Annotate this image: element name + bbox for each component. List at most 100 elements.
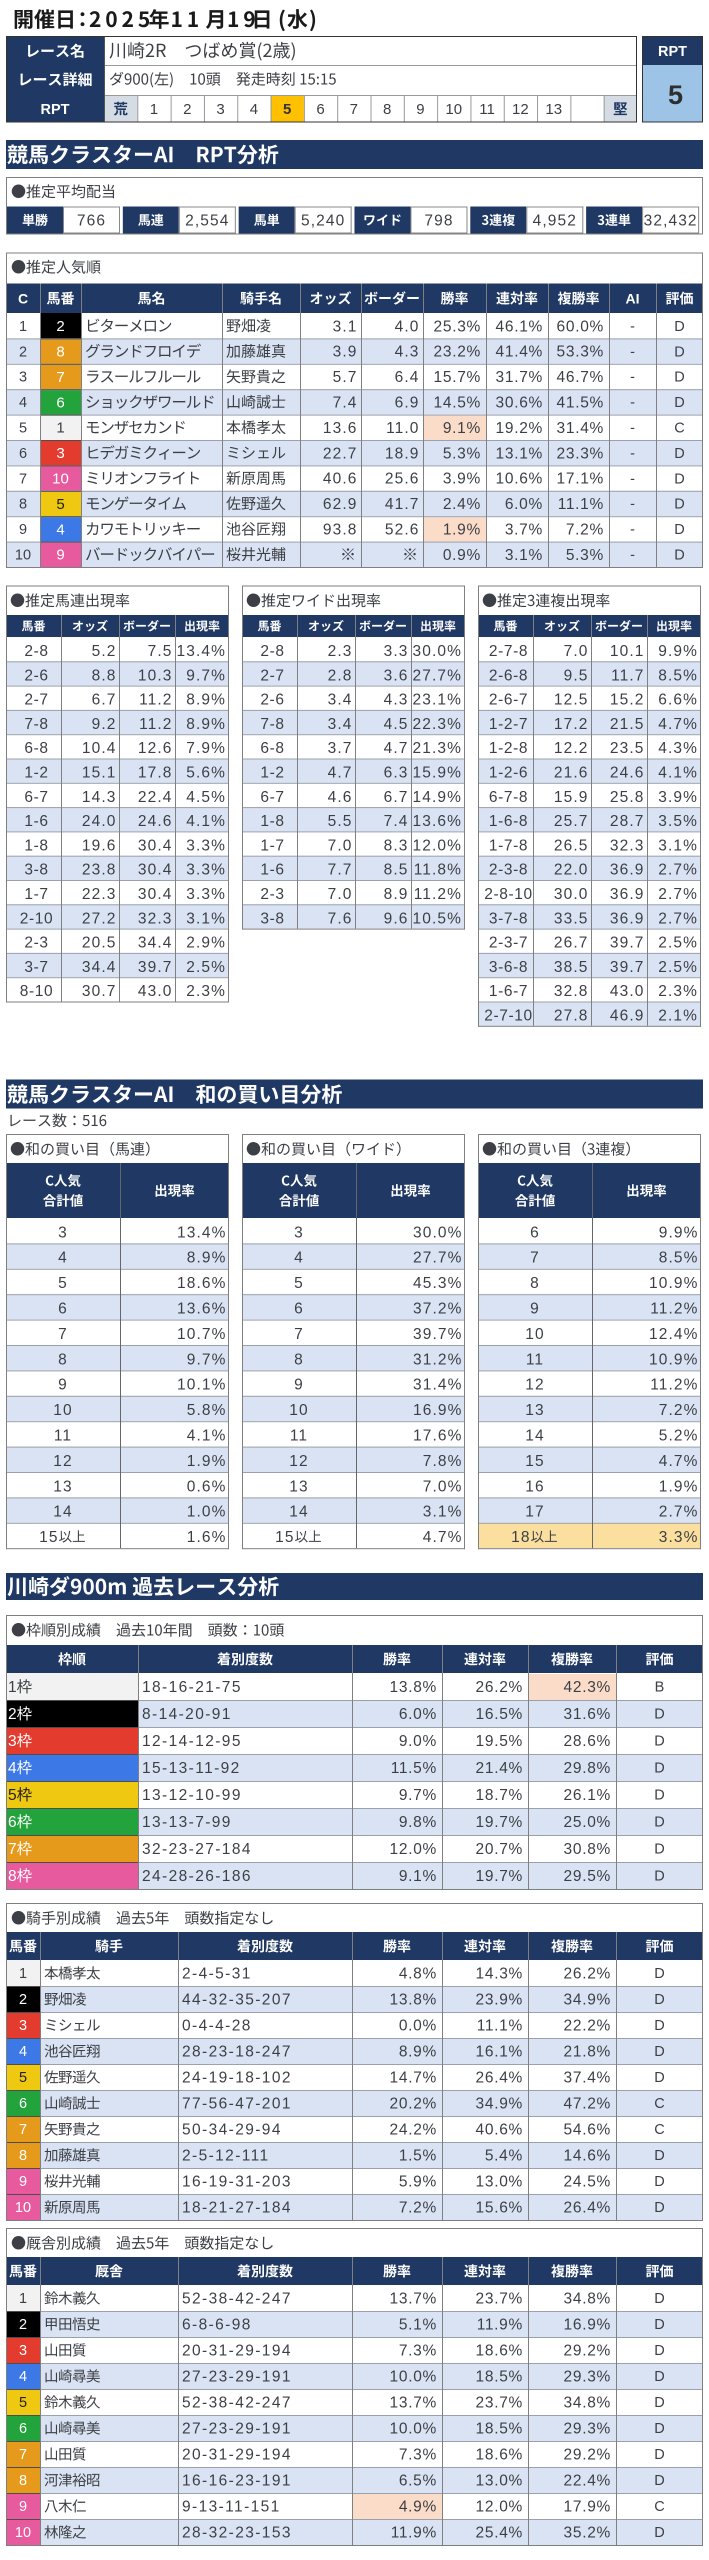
svg-text:D: D — [654, 2200, 664, 2216]
svg-text:8.3: 8.3 — [384, 837, 409, 854]
svg-text:4.1%: 4.1% — [187, 1427, 227, 1444]
svg-text:4.5%: 4.5% — [186, 789, 226, 806]
svg-text:9.0%: 9.0% — [399, 1733, 437, 1750]
svg-text:6.3: 6.3 — [384, 765, 409, 782]
svg-text:4.3%: 4.3% — [658, 740, 698, 757]
svg-text:-: - — [630, 471, 635, 487]
svg-text:25.8: 25.8 — [610, 789, 645, 806]
svg-text:3: 3 — [19, 2343, 27, 2359]
svg-text:D: D — [654, 2291, 664, 2307]
svg-text:6.5%: 6.5% — [399, 2473, 437, 2490]
svg-text:D: D — [654, 1869, 664, 1885]
svg-text:4: 4 — [19, 2369, 27, 2385]
svg-text:1.9%: 1.9% — [443, 521, 481, 538]
svg-text:13.0%: 13.0% — [476, 2473, 523, 2490]
svg-text:6: 6 — [19, 2421, 27, 2437]
svg-text:17.8: 17.8 — [138, 765, 173, 782]
svg-text:23.2%: 23.2% — [434, 344, 481, 361]
svg-text:-: - — [630, 370, 635, 386]
svg-text:27.8: 27.8 — [554, 1008, 589, 1025]
svg-text:6.9: 6.9 — [395, 394, 420, 411]
svg-text:37.2%: 37.2% — [413, 1300, 462, 1317]
svg-text:2-6-7: 2-6-7 — [489, 692, 528, 709]
svg-text:2: 2 — [8, 1706, 17, 1723]
svg-text:6.4: 6.4 — [395, 369, 420, 386]
svg-text:13: 13 — [545, 101, 562, 118]
svg-text:13.8%: 13.8% — [390, 1679, 437, 1696]
svg-text:9: 9 — [58, 1377, 68, 1394]
svg-text:3: 3 — [19, 370, 27, 386]
svg-text:766: 766 — [77, 213, 106, 230]
svg-text:25.6: 25.6 — [385, 471, 420, 488]
svg-text:30.4: 30.4 — [138, 886, 173, 903]
svg-text:D: D — [654, 1815, 664, 1831]
svg-text:26.1%: 26.1% — [564, 1787, 611, 1804]
svg-text:16.1%: 16.1% — [476, 2044, 523, 2061]
svg-text:24.2%: 24.2% — [390, 2122, 437, 2139]
svg-text:31.4%: 31.4% — [557, 420, 604, 437]
svg-text:5: 5 — [19, 2395, 27, 2411]
svg-text:12: 12 — [512, 101, 529, 118]
svg-text:3.3%: 3.3% — [186, 862, 226, 879]
svg-text:3.6: 3.6 — [384, 667, 409, 684]
svg-text:93.8: 93.8 — [323, 521, 358, 538]
svg-text:6.0%: 6.0% — [505, 496, 543, 513]
svg-text:52-38-42-247: 52-38-42-247 — [182, 2395, 292, 2412]
svg-text:3.5%: 3.5% — [658, 813, 698, 830]
svg-text:20-31-29-194: 20-31-29-194 — [182, 2343, 292, 2360]
svg-text:1-7: 1-7 — [24, 886, 48, 903]
svg-text:7.6: 7.6 — [328, 910, 353, 927]
svg-text:2: 2 — [183, 101, 191, 118]
svg-text:D: D — [674, 497, 684, 513]
svg-text:4.7: 4.7 — [384, 740, 409, 757]
svg-text:3-8: 3-8 — [260, 910, 284, 927]
svg-text:3: 3 — [58, 1224, 68, 1241]
svg-text:7.0: 7.0 — [564, 643, 589, 660]
svg-text:11.2%: 11.2% — [414, 886, 462, 903]
svg-text:1.0%: 1.0% — [187, 1504, 227, 1521]
svg-text:5.9%: 5.9% — [399, 2174, 437, 2191]
svg-text:5: 5 — [8, 1787, 17, 1804]
svg-text:50-34-29-94: 50-34-29-94 — [182, 2122, 282, 2139]
svg-text:7: 7 — [350, 101, 358, 118]
svg-text:7.2%: 7.2% — [399, 2200, 437, 2217]
svg-text:8.5%: 8.5% — [658, 667, 698, 684]
svg-text:2.7%: 2.7% — [658, 910, 698, 927]
svg-text:4.7: 4.7 — [328, 765, 353, 782]
svg-text:1: 1 — [56, 420, 64, 437]
svg-text:1-8: 1-8 — [260, 813, 284, 830]
svg-text:1: 1 — [8, 1679, 17, 1696]
svg-text:23.7%: 23.7% — [476, 2291, 523, 2308]
svg-text:D: D — [654, 2421, 664, 2437]
svg-text:19.7%: 19.7% — [476, 1814, 523, 1831]
svg-text:26.5: 26.5 — [554, 837, 589, 854]
svg-text:28-32-23-153: 28-32-23-153 — [182, 2525, 292, 2542]
svg-text:6: 6 — [19, 2096, 27, 2112]
svg-text:45.3%: 45.3% — [413, 1275, 462, 1292]
svg-text:8: 8 — [58, 1351, 68, 1368]
svg-text:7.5: 7.5 — [148, 643, 173, 660]
svg-text:5.8%: 5.8% — [187, 1402, 227, 1419]
svg-text:13: 13 — [53, 1478, 72, 1495]
svg-text:D: D — [654, 2148, 664, 2164]
svg-text:14: 14 — [525, 1427, 544, 1444]
svg-text:5.2: 5.2 — [92, 643, 117, 660]
svg-text:5.7: 5.7 — [333, 369, 358, 386]
svg-text:10.9%: 10.9% — [649, 1351, 698, 1368]
svg-text:6-7: 6-7 — [260, 789, 284, 806]
svg-text:2.9%: 2.9% — [186, 935, 226, 952]
svg-text:11.9%: 11.9% — [391, 2525, 437, 2542]
svg-text:8.9%: 8.9% — [187, 1250, 227, 1267]
svg-text:22.7: 22.7 — [323, 445, 358, 462]
svg-text:2.4%: 2.4% — [443, 496, 481, 513]
svg-text:3.7: 3.7 — [328, 740, 353, 757]
svg-text:3.1%: 3.1% — [658, 837, 698, 854]
svg-text:0-4-4-28: 0-4-4-28 — [182, 2018, 252, 2035]
svg-text:5.3%: 5.3% — [566, 547, 604, 564]
svg-text:3.7%: 3.7% — [505, 521, 543, 538]
svg-text:2-8: 2-8 — [24, 643, 48, 660]
svg-text:3.1%: 3.1% — [423, 1504, 463, 1521]
svg-text:5.3%: 5.3% — [443, 445, 481, 462]
svg-text:9.1%: 9.1% — [443, 420, 481, 437]
svg-text:D: D — [654, 1761, 664, 1777]
